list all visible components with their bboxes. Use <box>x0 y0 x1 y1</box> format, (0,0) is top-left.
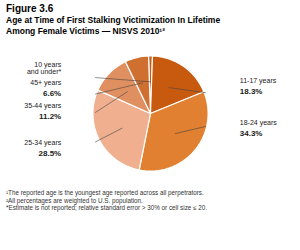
svg-text:11.2%: 11.2% <box>39 112 61 121</box>
html-text:Figure 3.6: Figure 3.6 <box>6 3 54 14</box>
html-text:Age at Time of First Stalking: Age at Time of First Stalking Victimizat… <box>6 15 221 25</box>
html-text:*Estimate is not reported; rel: *Estimate is not reported; relative stan… <box>6 204 207 212</box>
svg-text:11-17 years: 11-17 years <box>240 77 277 85</box>
svg-text:18-24 years: 18-24 years <box>240 119 277 127</box>
svg-text:6.6%: 6.6% <box>43 89 61 98</box>
svg-text:10 yearsand under*: 10 yearsand under* <box>27 61 62 75</box>
svg-text:34.3%: 34.3% <box>240 129 263 138</box>
svg-text:35-44 years: 35-44 years <box>24 102 61 110</box>
html-text:²All percentages are weighted: ²All percentages are weighted to U.S. po… <box>6 196 143 204</box>
svg-text:25-34 years: 25-34 years <box>24 139 61 147</box>
svg-text:28.5%: 28.5% <box>39 149 62 158</box>
html-text:Among Female Victims — NISVS 2: Among Female Victims — NISVS 2010¹² <box>6 26 165 36</box>
html-text:¹The reported age is the young: ¹The reported age is the youngest age re… <box>6 189 204 196</box>
svg-text:18.3%: 18.3% <box>240 87 263 96</box>
svg-text:45+ years: 45+ years <box>30 79 61 87</box>
